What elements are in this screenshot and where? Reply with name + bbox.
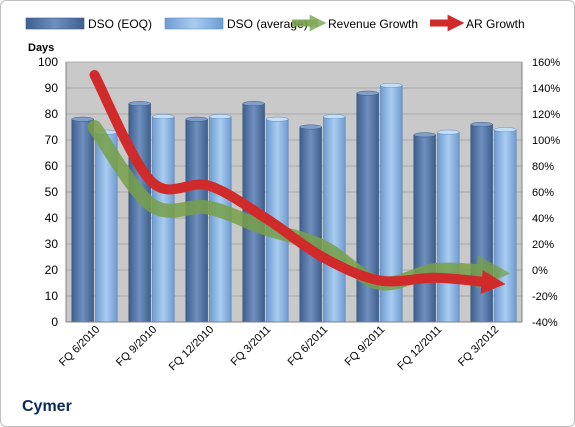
x-tick-label: FQ 9/2011 [343,324,388,369]
legend-label-dso-average: DSO (average) [227,17,308,31]
y-tick-label-left: 60 [45,159,59,173]
y-tick-label-right: 40% [532,213,554,225]
bar-cap-dso-eoq [128,101,151,107]
y-tick-label-right: 20% [532,239,554,251]
legend-swatch-dso-eoq [25,17,85,30]
y-tick-label-left: 50 [45,185,59,199]
bar-cap-dso-average [494,127,517,133]
bar-cap-dso-eoq [71,116,94,122]
bar-dso-eoq [299,126,322,323]
bar-cap-dso-average [209,114,232,120]
y-tick-label-right: 0% [532,265,548,277]
bar-dso-average [437,131,460,323]
x-tick-label: FQ 6/2010 [57,324,102,369]
y-tick-label-left: 90 [45,81,59,95]
y-tick-label-right: 140% [532,83,560,95]
y-tick-label-right: 60% [532,187,554,199]
x-tick-label: FQ 6/2011 [286,324,331,369]
y-tick-label-left: 70 [45,133,59,147]
bar-dso-eoq [413,134,436,323]
bar-dso-eoq [71,118,94,323]
y-tick-label-left: 100 [38,55,58,69]
y-tick-label-right: 100% [532,135,560,147]
trend-lines [87,70,511,294]
legend-label-revenue-growth: Revenue Growth [328,17,418,31]
company-name: Cymer [22,398,72,415]
bar-dso-eoq [185,118,208,323]
bar-dso-average [494,129,517,323]
bar-cap-dso-average [380,83,403,88]
x-tick-label: FQ 3/2012 [456,324,501,369]
y-tick-label-right: -20% [532,291,558,303]
bar-cap-dso-average [437,129,460,135]
bar-dso-eoq [470,124,493,323]
y-tick-label-left: 0 [51,315,58,329]
bar-cap-dso-average [266,116,289,122]
bar-dso-eoq [128,103,151,323]
x-tick-label: FQ 9/2010 [114,324,159,369]
y-tick-label-left: 80 [45,107,59,121]
bar-cap-dso-eoq [299,124,322,130]
legend: DSO (EOQ) DSO (average) Revenue Growth A… [25,14,525,32]
legend-swatch-dso-average [164,17,224,30]
y-tick-label-right: 120% [532,109,560,121]
x-tick-label: FQ 12/2011 [395,324,444,373]
legend-label-dso-eoq: DSO (EOQ) [88,17,152,31]
y-tick-label-left: 30 [45,237,59,251]
y-tick-label-left: 20 [45,263,59,277]
y-tick-label-right: -40% [532,317,558,329]
x-tick-label: FQ 12/2010 [167,324,217,374]
y-tick-label-left: 40 [45,211,59,225]
bar-dso-average [152,116,175,323]
bar-cap-dso-eoq [185,116,208,122]
x-tick-label: FQ 3/2011 [229,324,274,369]
y-axis-title: Days [28,42,54,54]
legend-label-ar-growth: AR Growth [466,17,525,31]
bar-cap-dso-eoq [242,101,265,107]
bar-cap-dso-average [152,114,175,120]
y-tick-label-right: 80% [532,161,554,173]
bar-cap-dso-eoq [413,132,436,138]
bar-cap-dso-average [323,114,346,120]
bar-cap-dso-eoq [470,122,493,127]
bar-cap-dso-eoq [356,90,379,96]
y-tick-label-right: 160% [532,57,560,69]
bar-dso-average [323,116,346,323]
y-tick-label-left: 10 [45,289,59,303]
line-ar-growth [89,70,506,294]
